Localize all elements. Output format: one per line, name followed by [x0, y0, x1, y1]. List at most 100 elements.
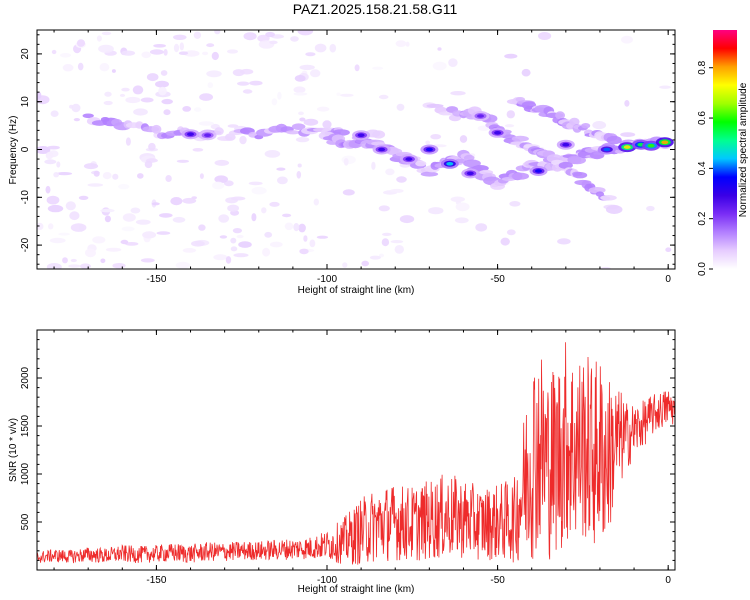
noise-blob [159, 213, 173, 218]
noise-blob [58, 232, 70, 236]
noise-blob [396, 103, 405, 111]
noise-blob [277, 176, 288, 185]
noise-blob [103, 100, 113, 106]
hotspot-core [494, 131, 502, 135]
colorbar-tick-label: 0.2 [697, 211, 708, 225]
noise-blob [557, 238, 571, 245]
hotspot-core [425, 147, 433, 152]
noise-blob [69, 211, 80, 221]
ridge-blob [606, 135, 622, 145]
y-tick-label: -10 [20, 190, 31, 205]
x-tick-label: -50 [490, 575, 505, 586]
noise-blob [151, 202, 160, 206]
noise-blob [191, 240, 205, 247]
noise-blob [313, 198, 319, 206]
noise-blob [192, 148, 204, 152]
ridge-blob [291, 123, 306, 130]
noise-blob [125, 96, 141, 104]
noise-blob [290, 36, 299, 42]
noise-blob [130, 207, 141, 214]
ridge-blob [558, 161, 573, 169]
noise-blob [48, 223, 54, 230]
ridge-blob [511, 172, 529, 180]
snr-x-ticks: -150 -100 -50 0 [53, 330, 671, 586]
colorbar-gradient [713, 30, 737, 269]
ridge-blob [463, 159, 481, 168]
noise-blob [202, 51, 209, 56]
ridge-blob [605, 205, 623, 214]
noise-blob [119, 93, 126, 97]
noise-blob [219, 235, 228, 239]
noise-blob [342, 262, 348, 268]
noise-blob [104, 215, 111, 223]
noise-blob [214, 159, 230, 166]
noise-blob [232, 228, 242, 234]
noise-blob [60, 53, 71, 58]
noise-blob [68, 264, 81, 268]
noise-blob [46, 263, 62, 269]
x-tick-label: -150 [146, 274, 166, 285]
noise-blob [317, 106, 330, 112]
noise-blob [47, 145, 60, 150]
noise-blob [390, 240, 404, 244]
noise-blob [265, 31, 275, 38]
ridge-blob [555, 111, 565, 120]
noise-blob [269, 241, 283, 248]
hotspot-core [187, 132, 194, 136]
noise-blob [83, 163, 99, 170]
noise-blob [213, 254, 228, 261]
snr-y-label: SNR (10 * v/v) [8, 418, 19, 482]
hotspot-core [623, 145, 631, 149]
noise-blob [538, 32, 552, 40]
noise-blob [37, 146, 51, 154]
noise-blob [125, 137, 131, 146]
noise-blob [77, 62, 84, 71]
noise-blob [133, 108, 148, 116]
ridge-blob [600, 195, 617, 201]
noise-blob [155, 80, 169, 88]
snr-panel: -150 -100 -50 0 500 1000 1500 2000 Height of s… [8, 329, 676, 595]
noise-blob [183, 50, 200, 57]
noise-blob [297, 163, 302, 168]
noise-blob [293, 223, 300, 232]
noise-blob [193, 31, 202, 39]
ridge-blob [581, 123, 591, 129]
noise-blob [70, 223, 87, 232]
noise-blob [298, 111, 304, 116]
noise-blob [65, 201, 76, 211]
noise-blob [299, 248, 309, 255]
noise-blob [264, 231, 273, 238]
noise-blob [227, 204, 240, 212]
noise-blob [504, 53, 518, 59]
chart-title: PAZ1.2025.158.21.58.G11 [293, 1, 458, 17]
noise-blob [454, 217, 469, 224]
noise-blob [96, 35, 102, 42]
noise-blob [293, 86, 306, 93]
noise-blob [379, 253, 384, 258]
ridge-blob [214, 127, 224, 136]
colorbar-tick-label: 0.4 [697, 161, 708, 175]
noise-blob [120, 239, 129, 245]
noise-blob [62, 257, 68, 264]
noise-blob [295, 137, 310, 143]
noise-blob [146, 73, 159, 82]
noise-blob [369, 255, 381, 260]
noise-blob [269, 40, 278, 45]
colorbar-label: Normalized spectral amplitude [738, 82, 749, 217]
noise-blob [509, 201, 521, 207]
noise-blob [49, 237, 66, 244]
noise-blob [236, 234, 244, 239]
hotspot-core [446, 162, 454, 166]
hotspot-core [535, 169, 542, 173]
ridge-blob [82, 113, 94, 119]
noise-blob [455, 202, 470, 212]
noise-blob [198, 224, 206, 231]
noise-blob [149, 49, 164, 55]
noise-blob [225, 256, 232, 264]
noise-blob [173, 43, 180, 53]
noise-blob [71, 103, 81, 113]
noise-blob [194, 107, 202, 112]
noise-blob [175, 261, 191, 269]
noise-blob [294, 75, 306, 82]
noise-blob [592, 121, 607, 130]
